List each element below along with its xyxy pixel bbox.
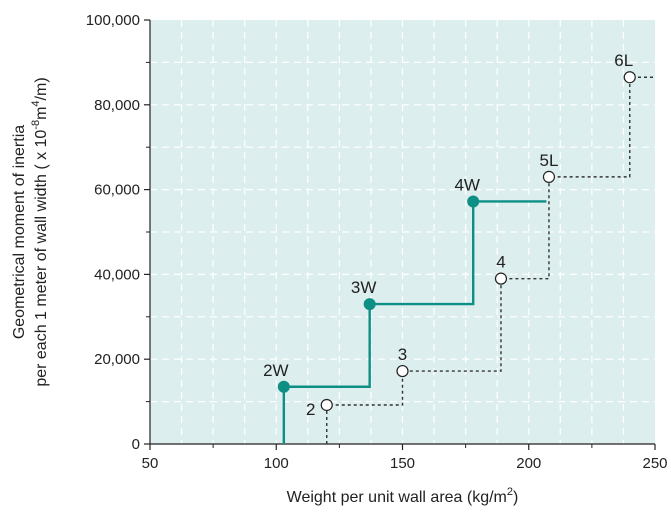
x-tick-label: 200 <box>516 455 541 472</box>
series-layer: 2W 3W 4W 2 3 4 5L 6L <box>263 51 655 444</box>
data-point-marker <box>494 272 508 285</box>
data-point-label: 4W <box>454 175 480 194</box>
data-point-label: 3W <box>351 278 377 297</box>
y-tick-label: 80,000 <box>94 97 140 114</box>
data-point-label: 6L <box>614 51 633 70</box>
data-point-marker <box>363 298 376 311</box>
data-point-label: 2W <box>263 361 289 380</box>
y-axis-title-line1: Geometrical moment of inertia <box>11 125 28 339</box>
y-tick-label: 20,000 <box>94 351 140 368</box>
data-point-marker <box>467 195 480 208</box>
y-axis-title-line2: per each 1 meter of wall width ( x 10-8m… <box>30 77 50 386</box>
y-tick-label: 100,000 <box>86 12 140 29</box>
data-point-label: 4 <box>496 253 505 272</box>
axes: 50 100 150 200 250 0 20,000 40,000 60,000 80,000 1… <box>86 12 668 472</box>
data-point-marker <box>542 170 556 183</box>
x-tick-label: 50 <box>142 455 159 472</box>
x-axis-title: Weight per unit wall area (kg/m2) <box>287 486 519 506</box>
data-point-marker <box>277 380 290 393</box>
x-tick-label: 100 <box>264 455 289 472</box>
y-axis-title: Geometrical moment of inertia per each 1… <box>11 77 50 386</box>
data-point-marker <box>320 398 333 412</box>
data-point-marker <box>623 71 636 84</box>
y-tick-label: 0 <box>132 436 140 453</box>
x-tick-label: 150 <box>390 455 415 472</box>
data-point-label: 2 <box>306 400 315 419</box>
x-tick-label: 250 <box>642 455 667 472</box>
y-tick-label: 40,000 <box>94 266 140 283</box>
data-point-label: 5L <box>539 151 558 170</box>
y-tick-label: 60,000 <box>94 182 140 199</box>
data-point-label: 3 <box>398 345 407 364</box>
data-point-marker <box>396 364 409 378</box>
